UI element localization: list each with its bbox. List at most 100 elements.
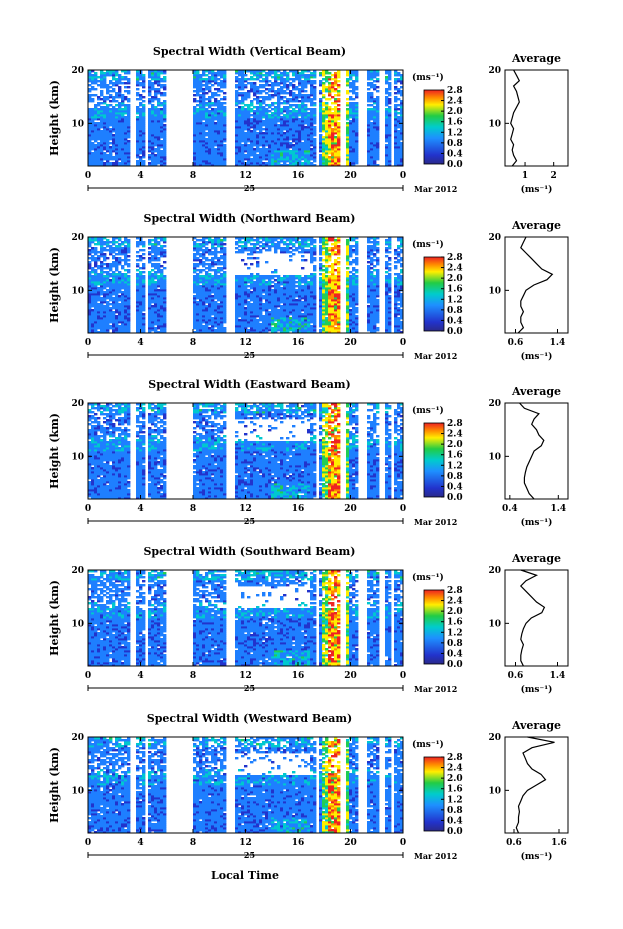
heat-cell: [88, 156, 92, 159]
heat-cell: [328, 156, 332, 159]
heat-cell: [151, 86, 155, 89]
heat-cell: [196, 323, 200, 326]
heat-cell: [157, 293, 161, 296]
heat-cell: [196, 164, 200, 167]
heat-cell: [280, 116, 284, 119]
heat-cell: [373, 72, 377, 75]
heat-cell: [400, 154, 404, 157]
heat-cell: [211, 283, 215, 286]
heat-cell: [88, 108, 92, 111]
heat-cell: [94, 160, 98, 163]
heat-cell: [136, 132, 140, 135]
heat-cell: [295, 130, 299, 133]
heat-cell: [154, 323, 158, 326]
heat-cell: [97, 287, 101, 290]
heat-cell: [331, 136, 335, 139]
heat-cell: [241, 134, 245, 137]
heat-cell: [142, 257, 146, 260]
heat-cell: [199, 329, 203, 332]
heat-cell: [94, 263, 98, 266]
heat-cell: [220, 82, 224, 85]
heat-cell: [115, 331, 119, 334]
heat-cell: [394, 128, 398, 131]
heat-cell: [151, 132, 155, 135]
heat-cell: [160, 275, 164, 278]
heat-cell: [238, 307, 242, 310]
heat-cell: [220, 154, 224, 157]
heat-cell: [313, 94, 317, 97]
heat-cell: [91, 116, 95, 119]
heat-cell: [313, 96, 317, 99]
heat-cell: [400, 80, 404, 83]
heat-cell: [205, 281, 209, 284]
heat-cell: [367, 118, 371, 121]
heat-cell: [109, 156, 113, 159]
heat-cell: [388, 118, 392, 121]
heat-cell: [193, 140, 197, 143]
heat-cell: [142, 112, 146, 115]
heat-cell: [319, 160, 323, 163]
heat-cell: [127, 82, 131, 85]
heat-cell: [91, 299, 95, 302]
heat-cell: [118, 305, 122, 308]
heat-cell: [199, 299, 203, 302]
heat-cell: [157, 253, 161, 256]
heat-cell: [256, 112, 260, 115]
heat-cell: [199, 271, 203, 274]
heat-cell: [100, 90, 104, 93]
heat-cell: [211, 132, 215, 135]
heat-cell: [223, 82, 227, 85]
heat-cell: [274, 118, 278, 121]
heat-cell: [202, 315, 206, 318]
heat-cell: [331, 118, 335, 121]
heat-cell: [103, 323, 107, 326]
heat-cell: [352, 146, 356, 149]
heat-cell: [124, 251, 128, 254]
heat-cell: [355, 144, 359, 147]
heat-cell: [388, 86, 392, 89]
heat-cell: [289, 98, 293, 101]
heat-cell: [202, 138, 206, 141]
heat-cell: [346, 152, 350, 155]
heat-cell: [154, 251, 158, 254]
heat-cell: [94, 138, 98, 141]
heat-cell: [217, 108, 221, 111]
heat-cell: [157, 140, 161, 143]
heat-cell: [388, 134, 392, 137]
heat-cell: [400, 94, 404, 97]
heat-cell: [214, 255, 218, 258]
heat-cell: [151, 144, 155, 147]
heat-cell: [157, 130, 161, 133]
heat-cell: [94, 144, 98, 147]
heat-cell: [124, 239, 128, 242]
heat-cell: [376, 154, 380, 157]
heat-cell: [154, 291, 158, 294]
heat-cell: [106, 275, 110, 278]
heat-cell: [151, 275, 155, 278]
heat-cell: [139, 136, 143, 139]
heat-cell: [241, 140, 245, 143]
heat-cell: [127, 277, 131, 280]
heat-cell: [154, 265, 158, 268]
heat-cell: [88, 271, 92, 274]
heat-cell: [112, 311, 116, 314]
heat-cell: [367, 126, 371, 129]
heat-cell: [259, 96, 263, 99]
heat-cell: [298, 100, 302, 103]
heat-cell: [223, 144, 227, 147]
heat-cell: [106, 140, 110, 143]
heat-cell: [106, 92, 110, 95]
heat-cell: [355, 122, 359, 125]
heat-cell: [136, 88, 140, 91]
heat-cell: [148, 243, 152, 246]
heat-cell: [388, 156, 392, 159]
heat-cell: [400, 104, 404, 107]
heat-cell: [346, 130, 350, 133]
heat-cell: [214, 112, 218, 115]
heat-cell: [193, 253, 197, 256]
heat-cell: [112, 106, 116, 109]
heat-cell: [268, 144, 272, 147]
heat-cell: [271, 132, 275, 135]
heat-cell: [193, 132, 197, 135]
heat-cell: [118, 124, 122, 127]
